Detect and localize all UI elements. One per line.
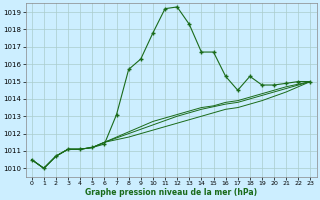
X-axis label: Graphe pression niveau de la mer (hPa): Graphe pression niveau de la mer (hPa) <box>85 188 257 197</box>
